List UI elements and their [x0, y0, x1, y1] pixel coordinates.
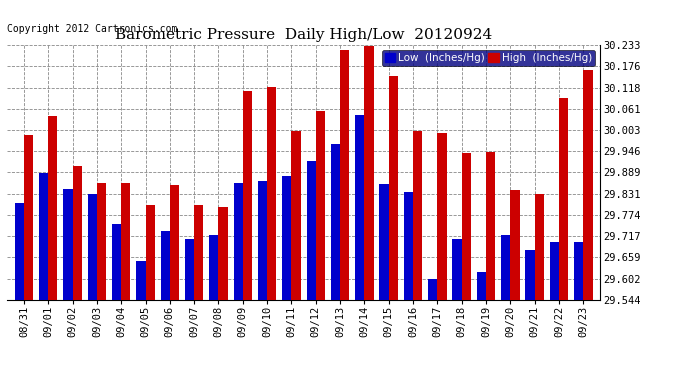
Bar: [97, 183, 106, 300]
Bar: [63, 189, 72, 300]
Bar: [486, 152, 495, 300]
Bar: [559, 98, 568, 300]
Bar: [243, 90, 252, 300]
Bar: [364, 46, 374, 300]
Bar: [72, 166, 82, 300]
Bar: [501, 235, 511, 300]
Bar: [404, 192, 413, 300]
Bar: [194, 205, 204, 300]
Text: Copyright 2012 Cartronics.com: Copyright 2012 Cartronics.com: [7, 24, 177, 33]
Bar: [121, 183, 130, 300]
Bar: [511, 190, 520, 300]
Bar: [453, 238, 462, 300]
Bar: [185, 238, 194, 300]
Bar: [462, 153, 471, 300]
Bar: [282, 176, 291, 300]
Bar: [413, 131, 422, 300]
Bar: [550, 242, 559, 300]
Bar: [355, 116, 364, 300]
Bar: [583, 70, 593, 300]
Bar: [380, 184, 388, 300]
Bar: [258, 181, 267, 300]
Bar: [388, 76, 398, 300]
Bar: [267, 87, 277, 300]
Bar: [48, 116, 57, 300]
Bar: [306, 161, 316, 300]
Bar: [24, 135, 33, 300]
Legend: Low  (Inches/Hg), High  (Inches/Hg): Low (Inches/Hg), High (Inches/Hg): [382, 50, 595, 66]
Bar: [574, 242, 583, 300]
Bar: [525, 250, 535, 300]
Bar: [316, 111, 325, 300]
Bar: [428, 279, 437, 300]
Bar: [477, 272, 486, 300]
Bar: [437, 133, 446, 300]
Bar: [291, 131, 301, 300]
Bar: [340, 50, 349, 300]
Bar: [233, 183, 243, 300]
Bar: [39, 172, 48, 300]
Bar: [137, 261, 146, 300]
Bar: [219, 207, 228, 300]
Bar: [88, 194, 97, 300]
Bar: [146, 205, 155, 300]
Title: Barometric Pressure  Daily High/Low  20120924: Barometric Pressure Daily High/Low 20120…: [115, 28, 492, 42]
Bar: [331, 144, 340, 300]
Bar: [14, 202, 24, 300]
Bar: [170, 185, 179, 300]
Bar: [161, 231, 170, 300]
Bar: [112, 224, 121, 300]
Bar: [209, 235, 219, 300]
Bar: [535, 194, 544, 300]
